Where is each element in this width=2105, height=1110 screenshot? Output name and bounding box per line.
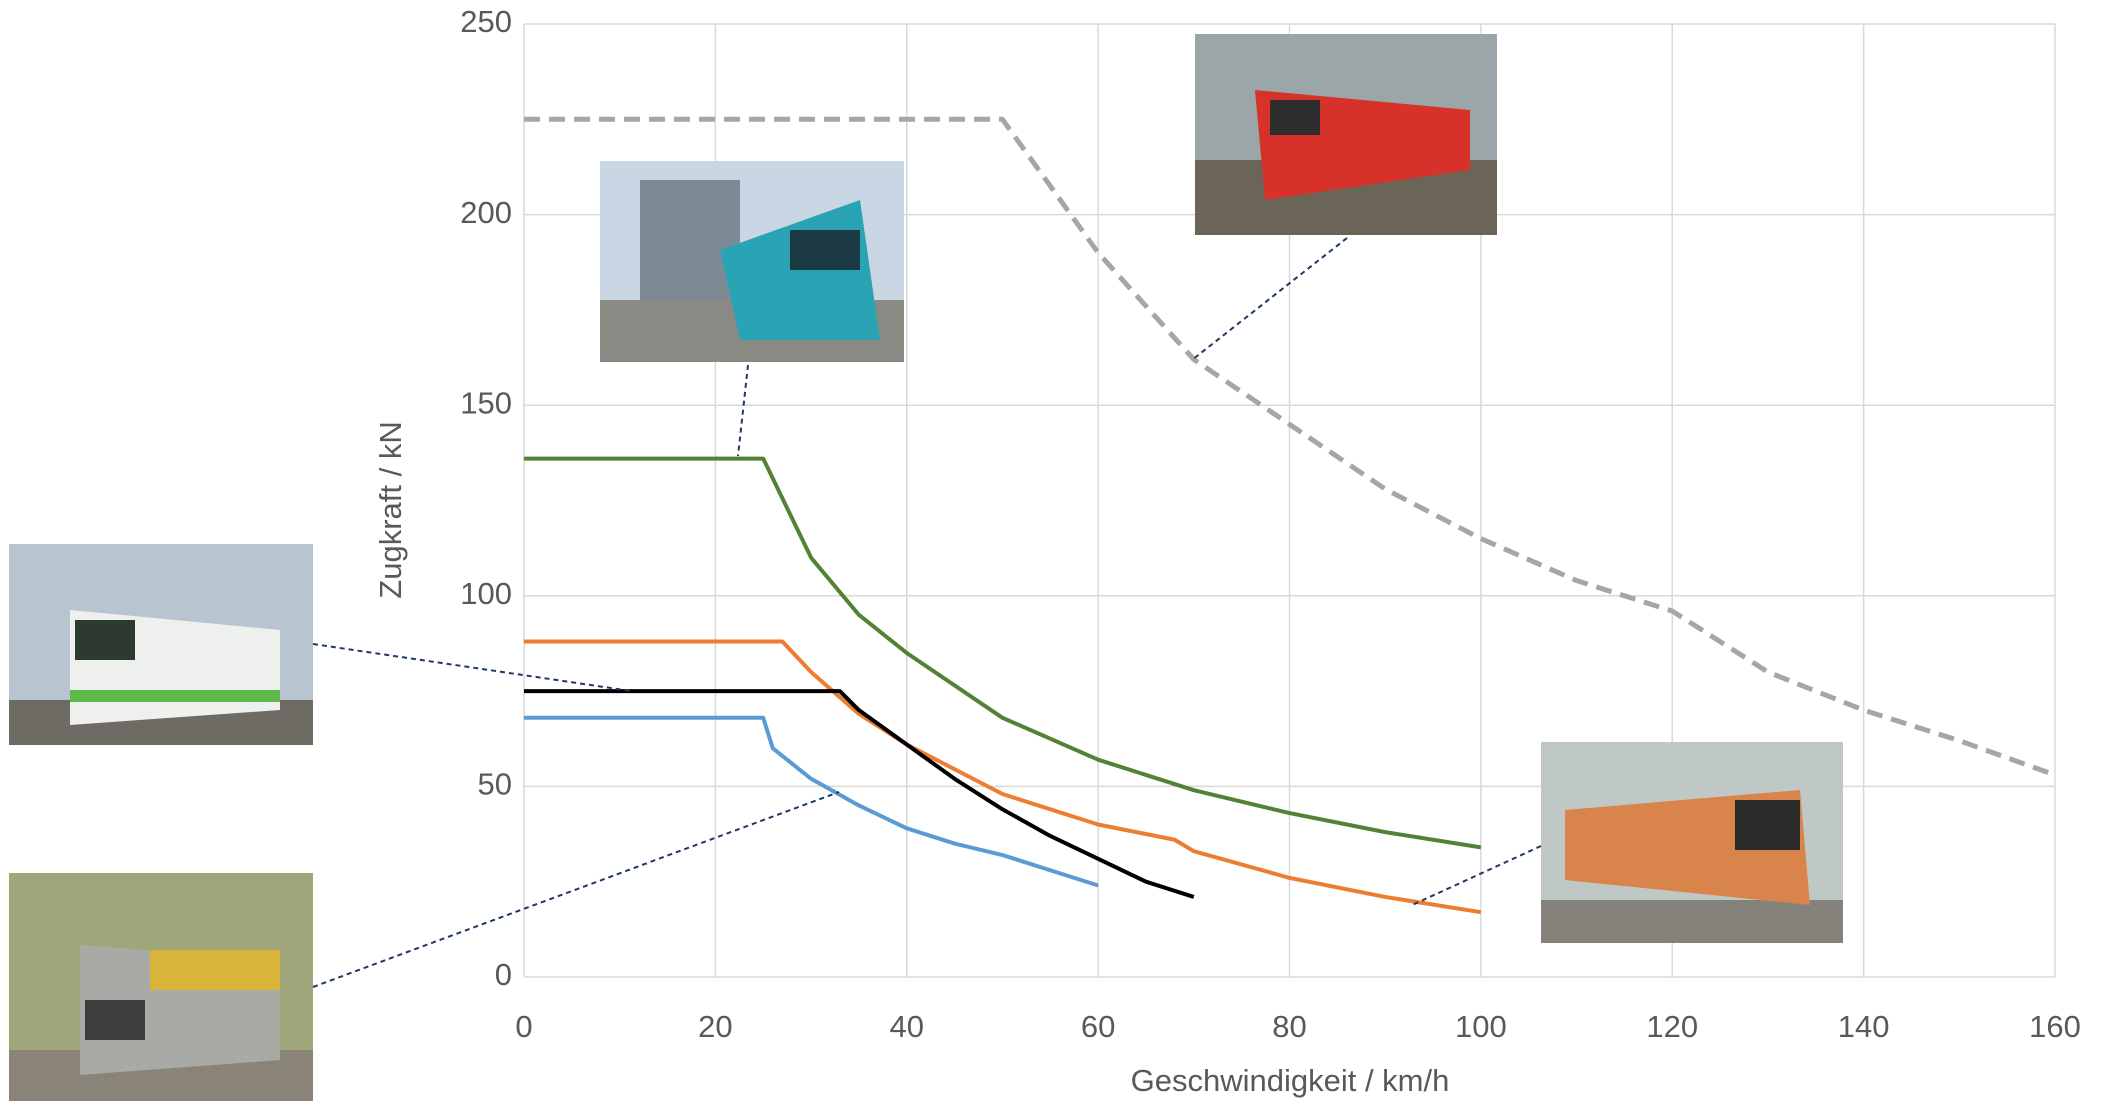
photo-train-red: [1195, 34, 1497, 235]
y-axis-label: Zugkraft / kN: [373, 421, 408, 598]
series-line: [524, 691, 1194, 897]
x-tick-label: 40: [890, 1009, 924, 1044]
x-tick-label: 140: [1838, 1009, 1890, 1044]
y-tick-label: 250: [460, 4, 512, 39]
leader-line: [313, 792, 839, 987]
x-tick-label: 20: [698, 1009, 732, 1044]
leader-line: [738, 365, 748, 456]
y-tick-label: 0: [495, 957, 512, 992]
leader-line: [1410, 846, 1541, 906]
leader-line: [1192, 238, 1347, 360]
x-tick-label: 60: [1081, 1009, 1115, 1044]
leader-line: [313, 644, 631, 691]
photo-tram-white: [9, 544, 313, 745]
photo-tram-orange: [1541, 742, 1843, 943]
photo-tram-yellow: [9, 873, 313, 1101]
photo-tram-teal: [600, 161, 904, 362]
series-line: [524, 459, 1481, 848]
x-axis-label: Geschwindigkeit / km/h: [1131, 1063, 1450, 1098]
x-tick-label: 80: [1272, 1009, 1306, 1044]
y-tick-label: 50: [478, 767, 512, 802]
chart: Geschwindigkeit / km/h Zugkraft / kN 0 50…: [0, 0, 2105, 1105]
page: Geschwindigkeit / km/h Zugkraft / kN 0 50…: [0, 0, 2105, 1110]
series-line: [524, 642, 1481, 913]
y-tick-label: 200: [460, 195, 512, 230]
y-tick-label: 100: [460, 576, 512, 611]
x-tick-label: 100: [1455, 1009, 1507, 1044]
x-tick-label: 120: [1646, 1009, 1698, 1044]
x-tick-label: 0: [515, 1009, 532, 1044]
x-tick-label: 160: [2029, 1009, 2081, 1044]
y-tick-label: 150: [460, 385, 512, 420]
